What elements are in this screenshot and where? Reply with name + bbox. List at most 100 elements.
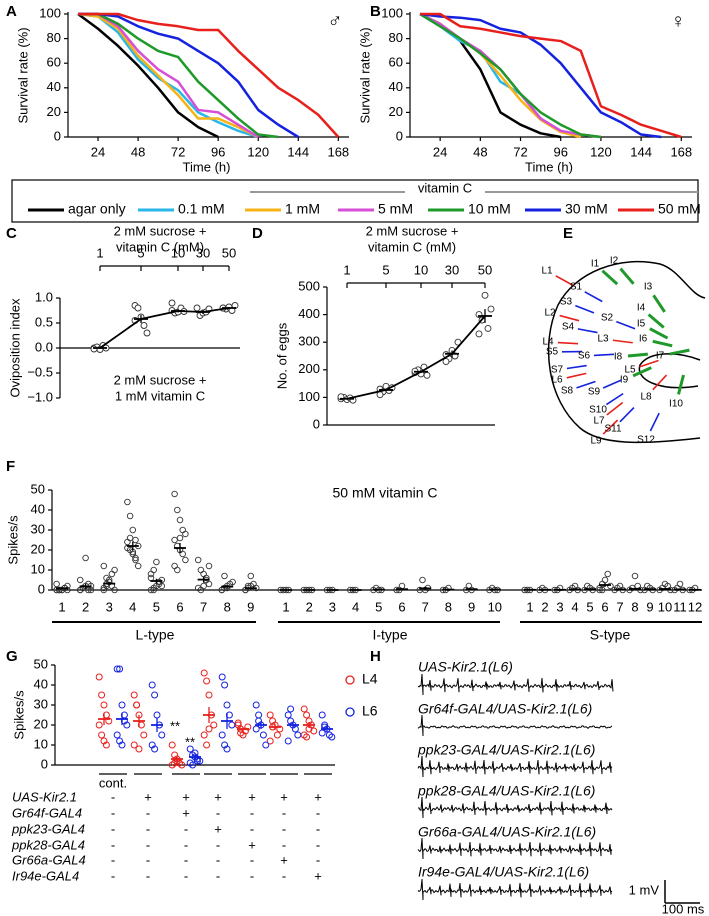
sensillum-label: I1: [591, 259, 600, 270]
genotype-label: ppk28-GAL4: [11, 837, 85, 852]
genotype-cell: +: [248, 837, 256, 852]
x-tick-label: 4: [129, 599, 136, 614]
sensillum-label: S5: [546, 347, 559, 358]
y-tick-label: 30: [34, 696, 48, 711]
genotype-cell: -: [216, 852, 220, 867]
y-tick-label: 0.5: [35, 314, 53, 329]
x-tick-label: 8: [224, 599, 231, 614]
genotype-cell: +: [182, 789, 190, 804]
category-label: 30: [196, 245, 210, 260]
y-tick-label: 100: [39, 5, 61, 20]
data-point: [262, 741, 270, 749]
genotype-cell: +: [248, 789, 256, 804]
data-point: [596, 586, 603, 594]
data-point: [102, 741, 110, 749]
legend-marker: [345, 707, 355, 717]
data-point: [196, 757, 204, 765]
sensillum: [601, 269, 619, 286]
trace: [417, 673, 614, 696]
data-point: [234, 719, 242, 727]
sensillum-label: L4: [542, 337, 554, 348]
x-tick-label: 7: [200, 599, 207, 614]
data-point: [129, 526, 137, 534]
data-point: [118, 741, 126, 749]
sensillum-label: L3: [597, 334, 609, 345]
data-point: [200, 731, 208, 739]
sex-symbol: ♂: [328, 10, 343, 32]
sensillum-label: I6: [639, 334, 648, 345]
data-point: [266, 711, 274, 719]
x-tick-label: 1: [282, 599, 289, 614]
x-tick-label: 8: [445, 599, 452, 614]
data-point: [168, 299, 176, 307]
data-point: [284, 737, 292, 745]
genotype-cell: -: [146, 821, 150, 836]
y-tick-label: 500: [298, 278, 320, 293]
data-point: [182, 530, 189, 538]
sensillum: [576, 380, 596, 389]
sensillum: [584, 291, 603, 303]
data-point: [318, 711, 326, 719]
data-point: [200, 582, 207, 590]
data-point: [179, 526, 186, 534]
data-point: [193, 304, 201, 312]
y-tick-label: 0: [38, 581, 45, 596]
y-axis-label: Survival rate (%): [15, 27, 30, 123]
trace-label: UAS-Kir2.1(L6): [418, 659, 513, 675]
annotation: 1 mM vitamin C: [115, 388, 205, 403]
genotype-cell: +: [214, 789, 222, 804]
x-tick-label: 11: [673, 599, 687, 614]
x-tick-label: 1: [58, 599, 65, 614]
x-tick-label: 120: [247, 144, 269, 159]
genotype-cell: +: [182, 805, 190, 820]
x-tick-label: 4: [352, 599, 359, 614]
genotype-cell: -: [316, 837, 320, 852]
data-point: [284, 711, 292, 719]
genotype-cell: -: [216, 837, 220, 852]
sensillum-label: I9: [620, 375, 629, 386]
genotype-label: UAS-Kir2.1: [12, 789, 77, 804]
data-point: [291, 725, 299, 733]
trace: [417, 837, 613, 860]
y-tick-label: 300: [298, 334, 320, 349]
genotype-label: Gr64f-GAL4: [12, 805, 82, 820]
x-tick-label: 72: [171, 144, 185, 159]
data-point: [197, 566, 205, 574]
sensillum-label: L7: [593, 416, 605, 427]
data-point: [133, 701, 141, 709]
scale-label: 1 mV: [629, 882, 660, 897]
x-tick-label: 12: [688, 599, 702, 614]
significance: **: [185, 734, 195, 749]
legend-label: L4: [362, 671, 378, 687]
data-point: [193, 757, 201, 765]
panel-label: E: [563, 225, 573, 242]
genotype-cell: +: [314, 789, 322, 804]
survival-line: [78, 12, 299, 139]
y-tick-label: 20: [31, 541, 45, 556]
data-point: [143, 329, 151, 337]
data-point: [95, 673, 103, 681]
sensillum: [619, 267, 635, 285]
data-point: [98, 731, 106, 739]
x-tick-label: 5: [375, 599, 382, 614]
data-point: [76, 576, 84, 584]
sensillum-label: I7: [656, 351, 665, 362]
data-point: [445, 584, 452, 592]
sensillum: [555, 275, 574, 287]
data-point: [273, 731, 281, 739]
x-tick-label: 9: [646, 599, 653, 614]
category-label: 1: [343, 262, 350, 277]
x-tick-label: 3: [556, 599, 563, 614]
y-tick-label: 40: [34, 676, 48, 691]
data-point: [300, 705, 308, 713]
significance: **: [170, 718, 180, 733]
genotype-cell: -: [146, 837, 150, 852]
data-point: [252, 701, 260, 709]
genotype-cell: -: [282, 821, 286, 836]
y-tick-label: −1.0: [27, 389, 53, 404]
data-point: [221, 572, 228, 580]
data-point: [691, 584, 699, 592]
trace-label: ppk23-GAL4/UAS-Kir2.1(L6): [417, 742, 595, 758]
panel-label: D: [252, 225, 263, 242]
